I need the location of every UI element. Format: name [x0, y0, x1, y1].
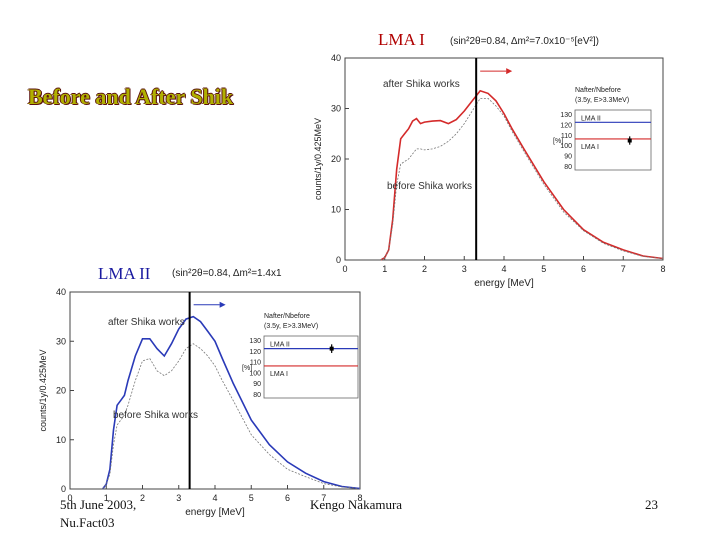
x-tick-label: 8 [660, 264, 665, 274]
y-tick-label: 10 [331, 205, 341, 215]
inset-y-tick-label: 120 [249, 349, 261, 356]
y-axis-label: counts/1y/0.425MeV [313, 118, 323, 200]
x-tick-label: 2 [422, 264, 427, 274]
inset-subheader: (3.5y, E>3.3MeV) [575, 97, 629, 104]
inset-y-tick-label: 80 [564, 164, 572, 171]
y-tick-label: 20 [331, 154, 341, 164]
page-number: 23 [645, 497, 658, 513]
x-axis-label: energy [MeV] [185, 507, 245, 518]
inset-y-tick-label: 130 [249, 338, 261, 345]
chart-lma1: 0 1 2 3 4 5 6 7 80 10 20 30 40 energy [MeV] counts/1y/… [300, 40, 680, 300]
inset-line-label: LMA I [270, 371, 288, 378]
footer-date-text: 5th June 2003, [60, 496, 180, 514]
annotation-after-shika: after Shika works [383, 79, 460, 90]
inset-subheader: (3.5y, E>3.3MeV) [264, 323, 318, 330]
y-tick-label: 40 [56, 287, 66, 297]
y-tick-label: 40 [331, 53, 341, 63]
inset-y-tick-label: 80 [253, 392, 261, 399]
annotation-before-shika: before Shika works [113, 410, 198, 421]
inset-y-tick-label: 90 [253, 381, 261, 388]
footer-event-text: Nu.Fact03 [60, 514, 180, 532]
inset-line-label: LMA II [270, 342, 290, 349]
y-tick-label: 30 [56, 336, 66, 346]
inset-header: Nafter/Nbefore [575, 87, 621, 94]
x-tick-label: 5 [249, 493, 254, 503]
slide-title: Before and After Shik [28, 84, 233, 110]
x-tick-label: 7 [621, 264, 626, 274]
x-axis-label: energy [MeV] [474, 278, 534, 289]
y-tick-label: 0 [61, 484, 66, 494]
x-tick-label: 3 [462, 264, 467, 274]
inset-y-tick-label: 120 [560, 122, 572, 129]
inset-y-label: [%] [553, 138, 563, 145]
x-tick-label: 6 [285, 493, 290, 503]
x-tick-label: 4 [212, 493, 217, 503]
annotation-after-shika: after Shika works [108, 317, 185, 328]
y-tick-label: 20 [56, 386, 66, 396]
inset-line-label: LMA I [581, 144, 599, 151]
inset-line-label: LMA II [581, 115, 601, 122]
x-tick-label: 5 [541, 264, 546, 274]
inset-y-tick-label: 130 [560, 112, 572, 119]
inset-data-point [628, 139, 632, 143]
x-tick-label: 6 [581, 264, 586, 274]
footer-date: 5th June 2003, Nu.Fact03 [60, 496, 180, 532]
inset-y-label: [%] [242, 365, 252, 372]
x-tick-label: 4 [501, 264, 506, 274]
y-axis-label: counts/1y/0.425MeV [38, 349, 48, 431]
x-tick-label: 1 [382, 264, 387, 274]
annotation-before-shika: before Shika works [387, 181, 472, 192]
inset-y-tick-label: 90 [564, 154, 572, 161]
y-tick-label: 0 [336, 255, 341, 265]
inset-data-point [330, 347, 334, 351]
footer-author: Kengo Nakamura [310, 497, 402, 513]
y-tick-label: 10 [56, 435, 66, 445]
inset-header: Nafter/Nbefore [264, 313, 310, 320]
y-tick-label: 30 [331, 104, 341, 114]
